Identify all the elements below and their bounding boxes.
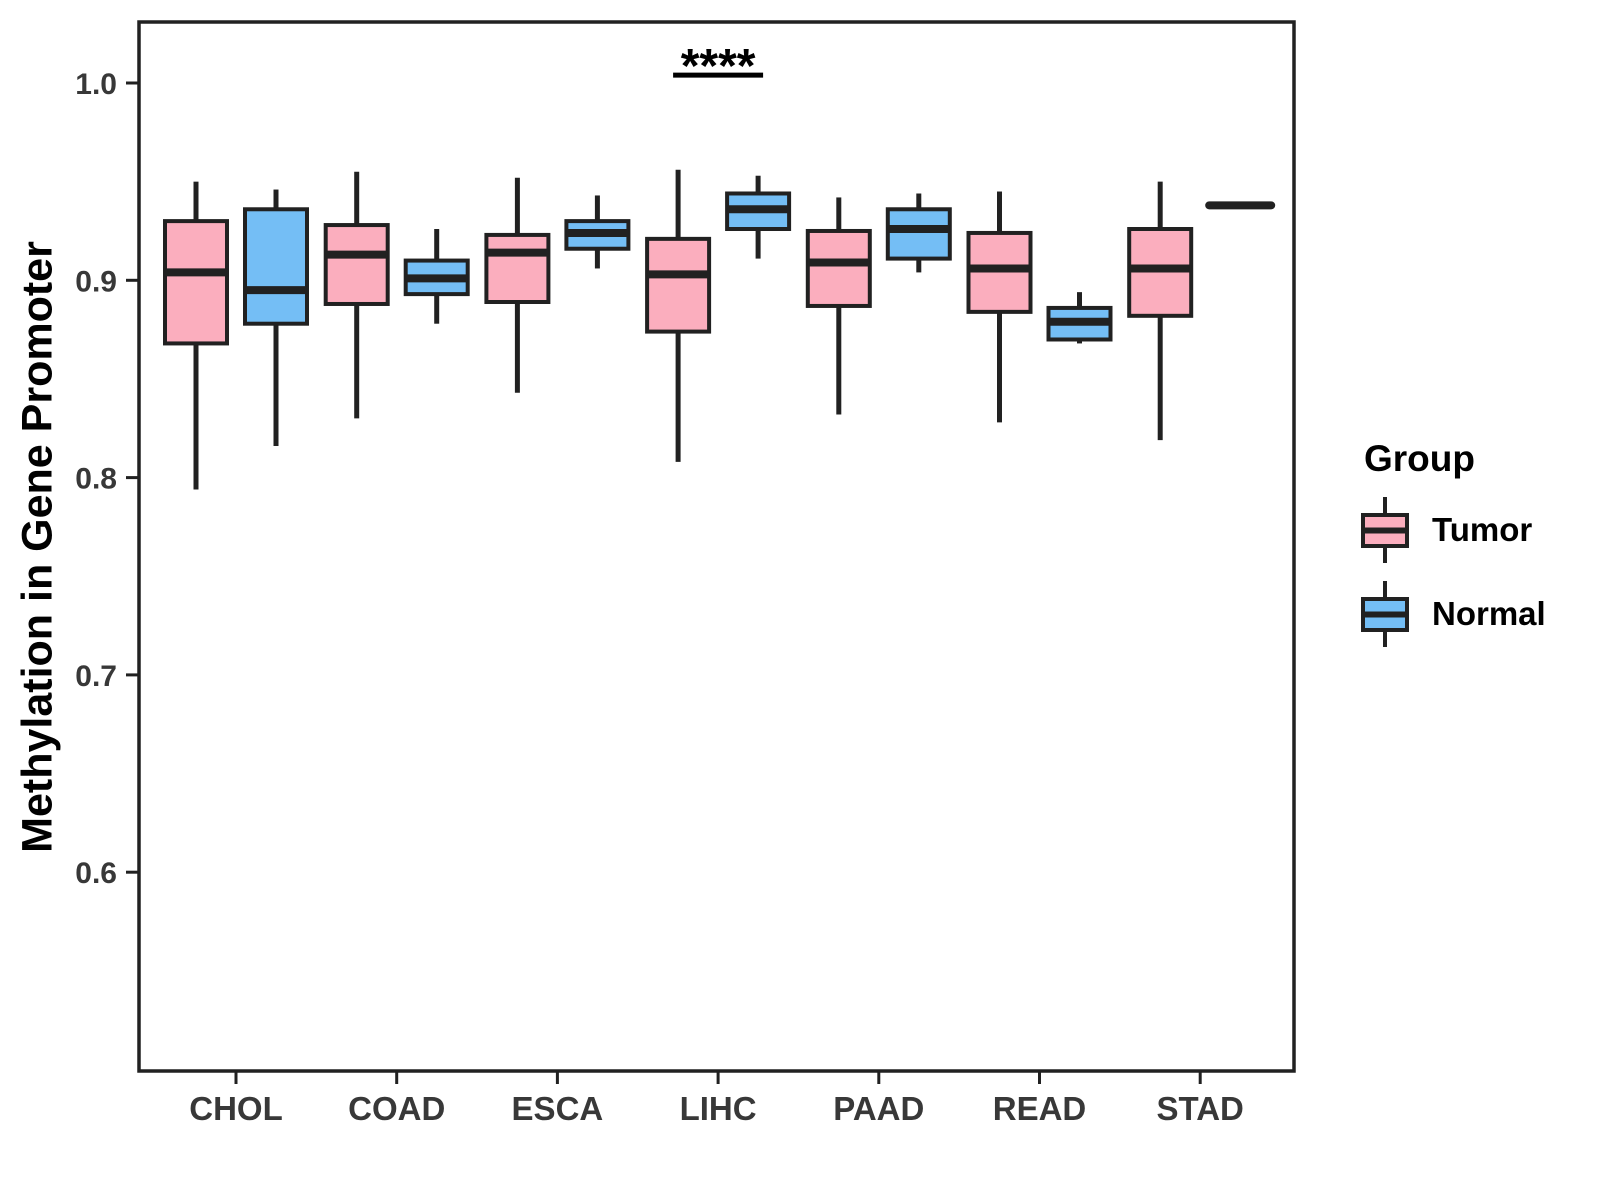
legend-item-tumor: Tumor [1356,492,1546,568]
panel-border [137,20,1296,1073]
x-tick-label: PAAD [833,1090,924,1127]
box-normal-CHOL [243,207,309,326]
y-tick-label: 0.7 [75,660,117,693]
x-tick-label: COAD [348,1090,445,1127]
y-tick-label: 0.6 [75,857,117,890]
box-tumor-ESCA [484,232,551,305]
box-normal-PAAD [885,207,952,261]
legend-key-boxplot-icon [1361,497,1409,563]
x-tick-label: LIHC [680,1090,757,1127]
legend-title: Group [1364,438,1475,479]
legend: Group Tumor Normal [1356,438,1546,660]
y-axis-title: Methylation in Gene Promoter [13,241,62,853]
box-tumor-COAD [323,223,390,306]
box-tumor-PAAD [805,228,872,308]
x-tick-label: CHOL [189,1090,283,1127]
significance-stars: **** [681,40,756,93]
y-tick-label: 0.9 [75,265,117,298]
box-tumor-CHOL [163,219,229,346]
legend-item-normal: Normal [1356,576,1546,652]
x-tick-label: READ [993,1090,1087,1127]
x-tick-label: ESCA [512,1090,604,1127]
legend-key-boxplot-icon [1361,581,1409,647]
legend-label: Normal [1432,595,1546,632]
y-tick-label: 1.0 [75,68,117,101]
y-tick-label: 0.8 [75,463,117,496]
legend-items: Tumor Normal [1356,492,1546,652]
legend-label: Tumor [1432,511,1533,548]
x-tick-label: STAD [1157,1090,1244,1127]
box-tumor-LIHC [645,236,712,334]
